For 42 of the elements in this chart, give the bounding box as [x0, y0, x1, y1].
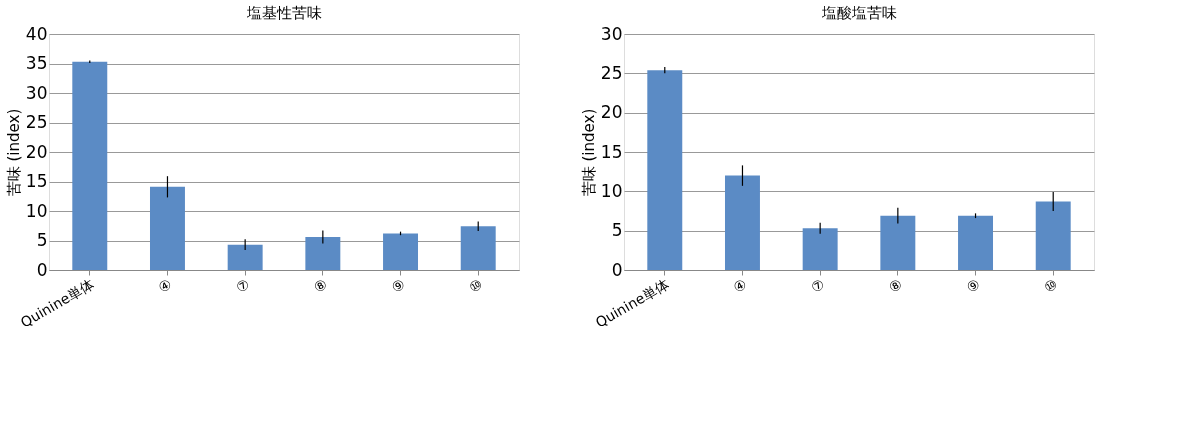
x-tick-label: ⑨ — [388, 275, 408, 296]
y-axis-title: 苦味 (index) — [4, 108, 23, 197]
y-tick-label: 20 — [600, 102, 623, 123]
y-tick-label: 5 — [36, 230, 48, 250]
y-axis-title: 苦味 (index) — [579, 108, 598, 197]
x-tick-label: ⑦ — [233, 275, 253, 296]
x-tick-label: ④ — [730, 275, 750, 296]
bar — [305, 236, 341, 270]
y-tick-label: 20 — [25, 141, 48, 162]
x-tick-label: ④ — [155, 275, 175, 296]
y-tick-label: 25 — [600, 62, 623, 83]
x-tick-label: ⑨ — [963, 275, 983, 296]
y-tick-label: 5 — [611, 220, 623, 241]
y-tick-label: 35 — [25, 53, 48, 73]
y-tick-label: 15 — [600, 141, 623, 162]
y-tick-label: 10 — [25, 200, 48, 221]
bar — [880, 215, 916, 270]
x-tick-label: ⑦ — [808, 275, 828, 296]
x-tick-label: ⑧ — [885, 275, 905, 296]
bar — [958, 215, 994, 270]
y-tick-label: 0 — [611, 259, 623, 280]
bar — [724, 175, 760, 270]
y-tick-label: 30 — [600, 23, 623, 44]
bar — [227, 244, 263, 270]
y-tick-label: 0 — [36, 259, 48, 280]
x-tick-label: ⑩ — [1041, 275, 1061, 296]
x-tick-label: ⑧ — [310, 275, 330, 296]
x-tick-label: ⑩ — [466, 275, 486, 296]
bar — [802, 228, 838, 270]
chart-title: 塩酸塩苦味 — [820, 4, 897, 22]
bar — [383, 233, 419, 270]
y-tick-label: 15 — [25, 171, 48, 191]
bar — [1035, 201, 1071, 270]
y-tick-label: 10 — [600, 180, 623, 201]
chart-title: 塩基性苦味 — [245, 4, 322, 22]
bar — [149, 186, 185, 270]
y-tick-label: 40 — [25, 23, 48, 44]
bar — [72, 61, 108, 270]
bar — [460, 226, 496, 270]
bar — [647, 70, 683, 270]
y-tick-label: 30 — [25, 82, 48, 103]
y-tick-label: 25 — [25, 112, 48, 132]
